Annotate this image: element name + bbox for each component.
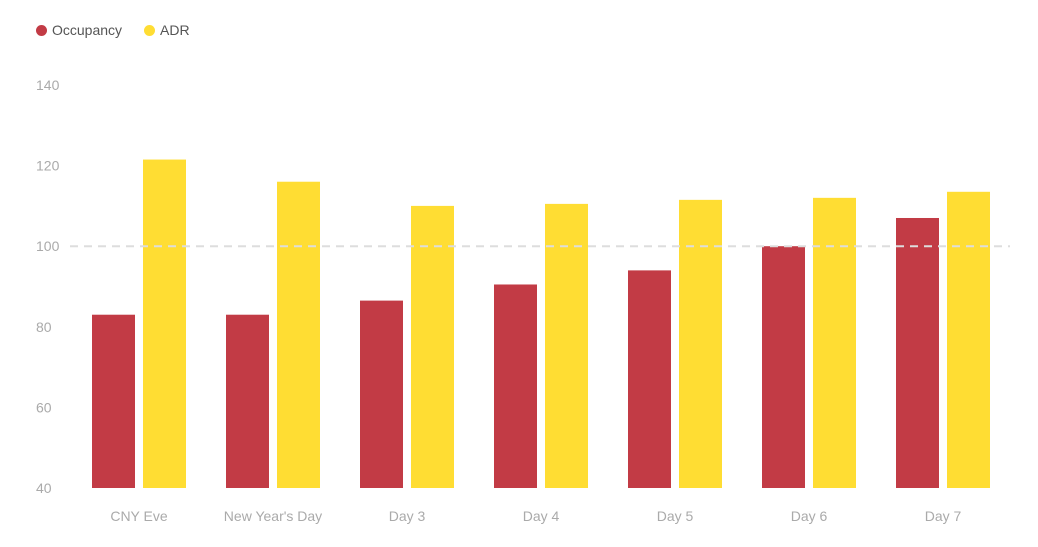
x-tick-label-5: Day 5 xyxy=(657,508,694,524)
bar-occupancy-2 xyxy=(226,314,269,488)
x-tick-label-1: CNY Eve xyxy=(110,508,168,524)
legend-label-occupancy: Occupancy xyxy=(52,22,123,38)
x-tick-label-4: Day 4 xyxy=(523,508,560,524)
legend-label-adr: ADR xyxy=(160,22,190,38)
bar-occupancy-7 xyxy=(896,217,939,489)
bar-adr-2 xyxy=(277,181,320,488)
legend-swatch-adr xyxy=(144,24,156,36)
x-tick-label-7: Day 7 xyxy=(925,508,962,524)
chart-legend: Occupancy ADR xyxy=(36,22,212,38)
bar-occupancy-3 xyxy=(360,300,403,488)
bar-adr-5 xyxy=(679,199,722,489)
bar-occupancy-6 xyxy=(762,246,805,488)
bar-adr-1 xyxy=(143,159,186,488)
y-tick-label-60: 60 xyxy=(36,399,52,415)
y-tick-label-120: 120 xyxy=(36,158,60,174)
legend-item-adr[interactable]: ADR xyxy=(144,22,190,38)
bar-occupancy-4 xyxy=(494,284,537,488)
y-tick-label-100: 100 xyxy=(36,238,60,254)
bar-occupancy-1 xyxy=(92,314,135,488)
bar-adr-4 xyxy=(545,203,588,488)
bar-adr-6 xyxy=(813,197,856,488)
legend-item-occupancy[interactable]: Occupancy xyxy=(36,22,122,38)
bar-adr-3 xyxy=(411,205,454,488)
y-tick-label-140: 140 xyxy=(36,77,60,93)
x-tick-label-3: Day 3 xyxy=(389,508,426,524)
x-tick-label-6: Day 6 xyxy=(791,508,828,524)
x-tick-label-2: New Year's Day xyxy=(224,508,322,524)
bar-adr-7 xyxy=(947,191,990,489)
y-tick-label-40: 40 xyxy=(36,480,52,496)
legend-swatch-occupancy xyxy=(36,24,47,36)
y-tick-label-80: 80 xyxy=(36,319,52,335)
bar-occupancy-5 xyxy=(628,270,671,488)
